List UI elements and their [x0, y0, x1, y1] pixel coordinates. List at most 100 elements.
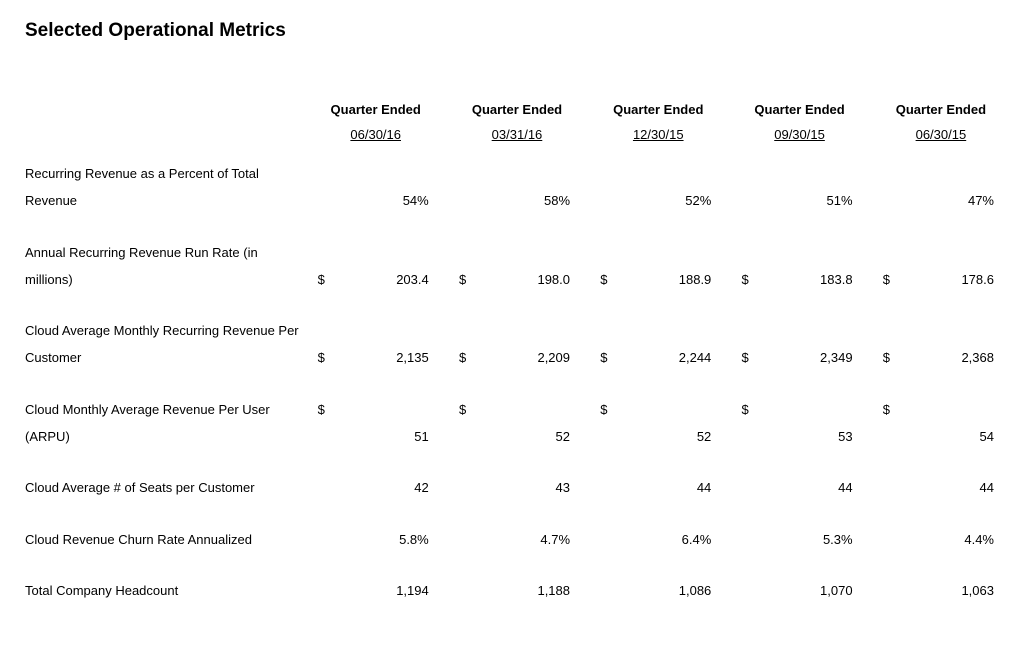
metric-label: (ARPU) — [25, 423, 318, 450]
metric-value: 1,063 — [898, 577, 999, 604]
currency-symbol — [600, 474, 615, 501]
currency-symbol — [459, 160, 474, 215]
metric-value: 1,086 — [615, 577, 716, 604]
metric-value: 58% — [474, 160, 575, 215]
currency-symbol — [600, 577, 615, 604]
metric-value: 44 — [898, 474, 999, 501]
currency-symbol: $ — [742, 239, 757, 294]
metric-value: 2,209 — [474, 317, 575, 372]
column-header: Quarter Ended — [742, 102, 858, 127]
currency-symbol: $ — [600, 396, 615, 423]
table-row: Cloud Average Monthly Recurring Revenue … — [25, 317, 999, 372]
table-row: Annual Recurring Revenue Run Rate (in mi… — [25, 239, 999, 294]
currency-symbol — [459, 474, 474, 501]
currency-symbol: $ — [600, 317, 615, 372]
currency-symbol: $ — [459, 396, 474, 423]
currency-symbol — [883, 577, 898, 604]
metric-value: 4.4% — [898, 526, 999, 553]
metric-label: Annual Recurring Revenue Run Rate (in mi… — [25, 239, 318, 294]
metric-value: 44 — [757, 474, 858, 501]
metric-value: 5.8% — [333, 526, 434, 553]
currency-symbol — [600, 526, 615, 553]
metric-value: 52% — [615, 160, 716, 215]
column-header: Quarter Ended — [459, 102, 575, 127]
metric-value: 2,244 — [615, 317, 716, 372]
currency-symbol — [742, 474, 757, 501]
currency-symbol: $ — [318, 239, 333, 294]
column-date: 06/30/15 — [883, 127, 999, 160]
metric-value: 54% — [333, 160, 434, 215]
page-title: Selected Operational Metrics — [25, 20, 999, 42]
currency-symbol — [459, 577, 474, 604]
metric-value: 4.7% — [474, 526, 575, 553]
currency-symbol — [742, 577, 757, 604]
currency-symbol: $ — [883, 317, 898, 372]
metric-value: 5.3% — [757, 526, 858, 553]
currency-symbol: $ — [883, 396, 898, 423]
currency-symbol — [883, 526, 898, 553]
metric-value: 1,194 — [333, 577, 434, 604]
currency-symbol: $ — [742, 317, 757, 372]
column-date: 12/30/15 — [600, 127, 716, 160]
table-row: Total Company Headcount 1,194 1,188 1,086 1,… — [25, 577, 999, 604]
metric-label: Cloud Average # of Seats per Customer — [25, 474, 318, 501]
metric-value: 51% — [757, 160, 858, 215]
column-header: Quarter Ended — [883, 102, 999, 127]
currency-symbol: $ — [459, 317, 474, 372]
metric-value: 1,188 — [474, 577, 575, 604]
table-header-row: Quarter Ended Quarter Ended Quarter Ended Q… — [25, 102, 999, 127]
metric-value: 52 — [474, 423, 575, 450]
table-date-row: 06/30/16 03/31/16 12/30/15 09/30/15 06/30/15 — [25, 127, 999, 160]
table-row: Recurring Revenue as a Percent of Total … — [25, 160, 999, 215]
currency-symbol: $ — [318, 396, 333, 423]
column-date: 09/30/15 — [742, 127, 858, 160]
currency-symbol — [318, 160, 333, 215]
column-header: Quarter Ended — [318, 102, 434, 127]
currency-symbol — [600, 160, 615, 215]
metric-value: 183.8 — [757, 239, 858, 294]
metric-label: Total Company Headcount — [25, 577, 318, 604]
table-row: Cloud Monthly Average Revenue Per User$$… — [25, 396, 999, 423]
metric-value: 52 — [615, 423, 716, 450]
metric-value: 1,070 — [757, 577, 858, 604]
metric-label: Cloud Average Monthly Recurring Revenue … — [25, 317, 318, 372]
currency-symbol: $ — [742, 396, 757, 423]
metric-value: 47% — [898, 160, 999, 215]
metric-value: 2,368 — [898, 317, 999, 372]
metric-value: 42 — [333, 474, 434, 501]
table-row: Cloud Average # of Seats per Customer 42 4… — [25, 474, 999, 501]
metric-value: 6.4% — [615, 526, 716, 553]
currency-symbol: $ — [318, 317, 333, 372]
currency-symbol — [883, 474, 898, 501]
metric-value: 54 — [898, 423, 999, 450]
column-date: 06/30/16 — [318, 127, 434, 160]
currency-symbol: $ — [600, 239, 615, 294]
currency-symbol — [742, 526, 757, 553]
currency-symbol: $ — [459, 239, 474, 294]
metric-label: Recurring Revenue as a Percent of Total … — [25, 160, 318, 215]
metric-label: Cloud Monthly Average Revenue Per User — [25, 396, 318, 423]
table-row: (ARPU) 51 52 52 53 54 — [25, 423, 999, 450]
metric-value: 53 — [757, 423, 858, 450]
metric-value: 43 — [474, 474, 575, 501]
table-row: Cloud Revenue Churn Rate Annualized 5.8% 4… — [25, 526, 999, 553]
metric-value: 2,349 — [757, 317, 858, 372]
currency-symbol — [459, 526, 474, 553]
metrics-table: Quarter Ended Quarter Ended Quarter Ended Q… — [25, 102, 999, 628]
metric-value: 2,135 — [333, 317, 434, 372]
metric-value: 44 — [615, 474, 716, 501]
currency-symbol — [883, 160, 898, 215]
column-header: Quarter Ended — [600, 102, 716, 127]
currency-symbol: $ — [883, 239, 898, 294]
metric-value: 188.9 — [615, 239, 716, 294]
metric-value: 198.0 — [474, 239, 575, 294]
metric-label: Cloud Revenue Churn Rate Annualized — [25, 526, 318, 553]
currency-symbol — [742, 160, 757, 215]
metric-value: 203.4 — [333, 239, 434, 294]
metric-value: 51 — [333, 423, 434, 450]
column-date: 03/31/16 — [459, 127, 575, 160]
currency-symbol — [318, 474, 333, 501]
currency-symbol — [318, 526, 333, 553]
currency-symbol — [318, 577, 333, 604]
metric-value: 178.6 — [898, 239, 999, 294]
